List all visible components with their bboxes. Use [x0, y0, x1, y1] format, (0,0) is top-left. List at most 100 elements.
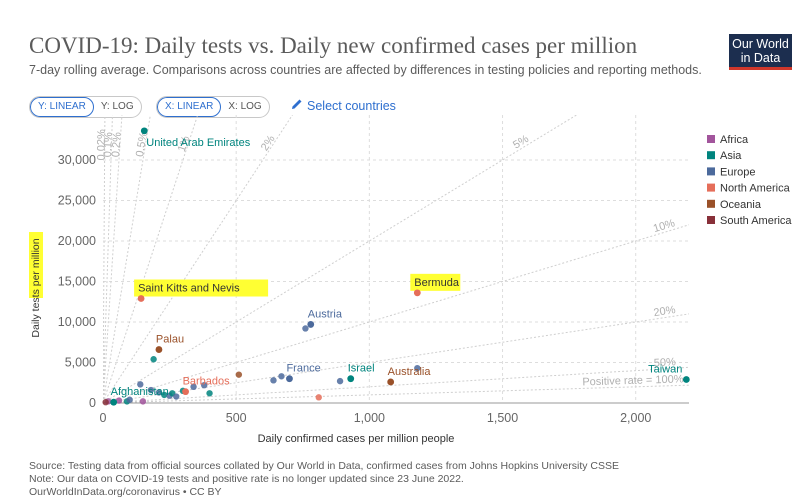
data-point[interactable] [682, 376, 690, 383]
data-point[interactable] [115, 397, 123, 404]
data-point[interactable] [155, 389, 163, 396]
data-point[interactable] [270, 377, 277, 384]
point-label: Barbados [183, 376, 231, 388]
legend-swatch [707, 135, 715, 143]
data-point[interactable] [137, 381, 144, 388]
y-tick-label: 5,000 [65, 356, 96, 370]
data-point[interactable] [286, 375, 293, 383]
y-tick-label: 20,000 [58, 234, 96, 248]
reference-line-label: 2% [259, 133, 278, 153]
select-countries-button[interactable]: Select countries [291, 98, 396, 113]
owid-link[interactable]: OurWorldInData.org/coronavirus • CC BY [29, 486, 222, 498]
data-point[interactable] [126, 396, 133, 403]
reference-line-label: 10% [652, 217, 677, 235]
x-tick-label: 2,000 [620, 411, 651, 425]
point-label: Austria [308, 308, 343, 320]
reference-line [103, 115, 578, 404]
legend-item[interactable]: North America [720, 183, 791, 195]
legend-item[interactable]: Oceania [720, 199, 762, 211]
data-point[interactable] [140, 127, 148, 135]
data-point[interactable] [347, 375, 355, 383]
y-tick-label: 10,000 [58, 315, 96, 329]
data-point[interactable] [307, 321, 315, 328]
data-point[interactable] [235, 371, 243, 378]
legend[interactable]: Africa Asia Europe North America Oceania Sout… [707, 134, 792, 227]
x-tick-label: 0 [100, 411, 107, 425]
footer: Source: Testing data from official sourc… [29, 460, 619, 499]
points[interactable] [102, 127, 690, 406]
y-tick-label: 25,000 [58, 194, 96, 208]
data-point[interactable] [102, 398, 109, 406]
legend-item[interactable]: South America [720, 215, 792, 227]
data-point[interactable] [137, 295, 145, 302]
point-label: Bermuda [414, 277, 460, 289]
point-label: Taiwan [648, 364, 682, 376]
logo-line2: in Data [740, 51, 781, 65]
data-point[interactable] [336, 377, 344, 385]
reference-line-label: 0.5% [134, 131, 150, 158]
point-label: France [286, 363, 320, 375]
point-label: Israel [348, 363, 375, 375]
y-log-button[interactable]: Y: LOG [100, 101, 134, 112]
reference-line [103, 115, 294, 404]
legend-swatch [707, 199, 715, 208]
data-point[interactable] [182, 388, 189, 396]
data-point[interactable] [206, 390, 213, 397]
pencil-icon [291, 98, 303, 113]
data-point[interactable] [315, 394, 322, 401]
x-scale-toggle[interactable]: X: LINEAR X: LOG [156, 96, 270, 118]
point-label-highlight [410, 273, 461, 291]
point-label: Palau [156, 334, 184, 346]
point-label: United Arab Emirates [146, 137, 250, 149]
data-point[interactable] [150, 356, 157, 363]
y-axis-label: Daily tests per million [30, 238, 42, 337]
y-linear-button[interactable]: Y: LINEAR [30, 97, 94, 117]
data-point[interactable] [201, 381, 208, 389]
x-axis-label: Daily confirmed cases per million people [258, 433, 455, 445]
reference-line [103, 115, 199, 404]
data-point[interactable] [110, 398, 118, 406]
x-linear-button[interactable]: X: LINEAR [157, 97, 222, 117]
reference-labels: 0.02%0.1%0.2% 0.5% 1% 2% 5% 10% 20% 50% Positive… [96, 129, 684, 388]
x-tick-label: 500 [226, 411, 247, 425]
data-point[interactable] [302, 325, 309, 332]
chart-subtitle: 7-day rolling average. Comparisons acros… [29, 63, 702, 77]
reference-line [103, 224, 689, 404]
data-point[interactable] [147, 386, 155, 394]
y-axis-label-highlight [29, 232, 43, 298]
y-scale-toggle[interactable]: Y: LINEAR Y: LOG [29, 96, 142, 118]
data-point[interactable] [278, 373, 285, 380]
reference-line [103, 313, 689, 404]
x-log-button[interactable]: X: LOG [228, 101, 262, 112]
source-note: Source: Testing data from official sourc… [29, 460, 619, 472]
reference-line-label: 20% [653, 304, 677, 319]
reference-line-label: 0.02% [96, 129, 108, 160]
y-tick-label: 0 [89, 396, 96, 410]
reference-line-label: 50% [653, 356, 676, 369]
data-point[interactable] [414, 364, 421, 372]
y-tick-label: 15,000 [58, 275, 96, 289]
axes: 0 5,000 10,000 15,000 20,000 25,000 30,000 0 500… [58, 153, 689, 425]
legend-item[interactable]: Asia [720, 150, 742, 162]
data-point[interactable] [155, 346, 163, 353]
data-point[interactable] [173, 393, 180, 400]
logo-line1: Our World [732, 37, 789, 51]
data-point[interactable] [161, 391, 168, 399]
reference-line [103, 115, 151, 404]
legend-item[interactable]: Africa [720, 134, 749, 146]
point-label: Saint Kitts and Nevis [138, 283, 240, 295]
point-label: Afghanistan [111, 386, 169, 398]
data-point[interactable] [139, 398, 147, 405]
reference-line-label: 1% [176, 134, 192, 153]
legend-item[interactable]: Europe [720, 166, 755, 178]
update-note: Note: Our data on COVID-19 tests and pos… [29, 473, 464, 485]
data-point[interactable] [190, 383, 197, 390]
reference-line [103, 115, 113, 404]
data-point[interactable] [413, 289, 421, 297]
point-labels: United Arab Emirates Saint Kitts and Nevi… [111, 137, 683, 398]
data-point[interactable] [387, 378, 395, 386]
reference-line [103, 115, 106, 404]
legend-swatch [707, 216, 715, 224]
owid-logo[interactable]: Our World in Data [729, 34, 792, 70]
